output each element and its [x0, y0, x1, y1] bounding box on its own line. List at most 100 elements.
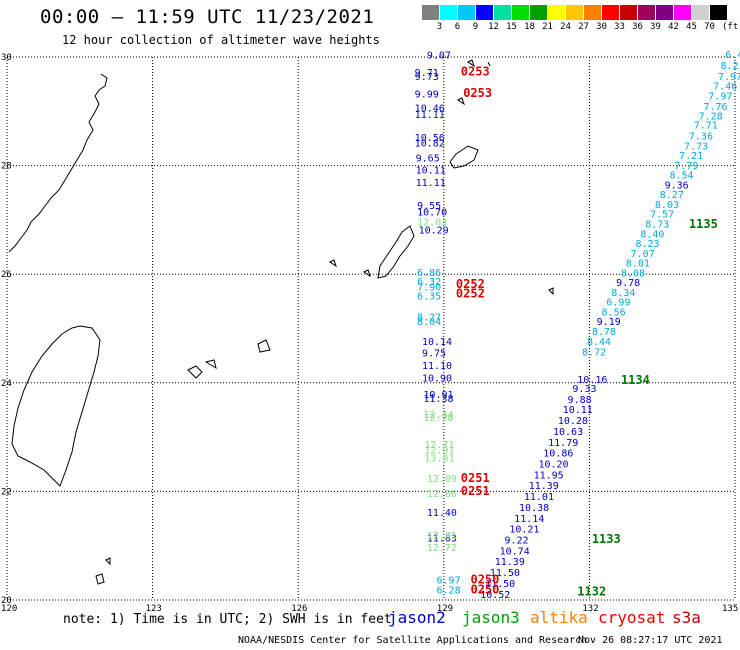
- scale-label: 15: [506, 22, 517, 32]
- pass-number-label: 0252: [456, 277, 485, 291]
- wave-height-reading: 10.11: [416, 166, 446, 177]
- wave-height-reading: 9.71: [415, 68, 439, 79]
- graticule: [7, 57, 735, 600]
- pass-number-label: 1133: [592, 532, 621, 546]
- scale-label: 21: [542, 22, 553, 32]
- pass-number-label: 0251: [461, 484, 490, 498]
- wave-height-reading: 8.2: [720, 61, 738, 72]
- wave-height-reading: 9.55: [417, 201, 441, 212]
- wave-height-reading: 8.56: [602, 307, 626, 318]
- ryukyu-north-islands: [8, 73, 108, 253]
- coastlines: [8, 59, 554, 585]
- latitude-label: 30: [1, 53, 12, 63]
- longitude-label: 132: [582, 604, 598, 614]
- wave-height-reading: 10.91: [423, 390, 453, 401]
- generated-timestamp: Nov 26 08:27:17 UTC 2021: [578, 635, 723, 646]
- scale-label: 27: [578, 22, 589, 32]
- wave-height-reading: 9.73: [415, 72, 439, 83]
- wave-height-reading: 8.08: [621, 268, 645, 279]
- wave-height-reading: 12.72: [427, 543, 457, 554]
- latitude-label: 26: [1, 270, 12, 280]
- wave-height-reading: 6.86: [417, 268, 441, 279]
- wave-height-reading: 7.79: [674, 161, 698, 172]
- wave-height-reading: 12.71: [424, 440, 454, 451]
- legend-altika: altika: [530, 608, 588, 627]
- map-title: 00:00 – 11:59 UTC 11/23/2021: [40, 6, 375, 28]
- wave-height-reading: 10.29: [419, 225, 449, 236]
- scale-label: 42: [668, 22, 679, 32]
- wave-height-reading: 10.63: [553, 427, 583, 438]
- scale-swatch: [674, 5, 691, 20]
- note-text: note: 1) Time is in UTC; 2) SWH is in fe…: [63, 612, 392, 627]
- wave-height-reading: 12.03: [417, 217, 447, 228]
- scale-swatch: [566, 5, 583, 20]
- scale-swatch: [530, 5, 547, 20]
- wave-height-reading: 10.82: [415, 139, 445, 150]
- wave-height-reading: 11.10: [422, 361, 452, 372]
- wave-height-reading: 8.04: [417, 317, 441, 328]
- wave-height-reading: 8.01: [626, 259, 650, 270]
- wave-height-reading: 7.76: [703, 102, 727, 113]
- wave-height-reading: 9.88: [568, 395, 592, 406]
- wave-height-reading: 11.63: [427, 533, 457, 544]
- wave-height-reading: 7.73: [684, 141, 708, 152]
- scale-label: 36: [632, 22, 643, 32]
- wave-height-reading: 10.46: [415, 103, 445, 114]
- wave-height-reading: 10.28: [558, 416, 588, 427]
- scale-label: 24: [560, 22, 571, 32]
- taiwan-coastline: [11, 325, 101, 487]
- scale-swatch: [548, 5, 565, 20]
- latitude-label: 28: [1, 162, 12, 172]
- wave-height-reading: 9.65: [416, 153, 440, 164]
- wave-height-reading: 12.91: [424, 445, 454, 456]
- scale-swatch: [422, 5, 439, 20]
- wave-height-reading: 9.07: [427, 51, 451, 62]
- wave-height-reading: 7.57: [650, 210, 674, 221]
- map-frame: [6, 56, 736, 601]
- legend-cryosat: cryosat: [598, 608, 666, 627]
- wave-height-reading: 8.40: [640, 229, 664, 240]
- scale-swatch: [692, 5, 709, 20]
- legend-jason3: jason3: [462, 608, 520, 627]
- pass-number-label: 1132: [577, 585, 606, 599]
- wave-height-reading: 7.28: [699, 111, 723, 122]
- wave-height-reading: 7.46: [713, 82, 737, 93]
- wave-height-reading: 10.70: [417, 208, 447, 219]
- wave-height-reading: 10.52: [480, 590, 510, 601]
- wave-height-reading: 8.78: [592, 327, 616, 338]
- wave-height-reading: 12.09: [427, 474, 457, 485]
- scale-label: 30: [596, 22, 607, 32]
- wave-height-reading: 11.50: [485, 579, 515, 590]
- longitude-label: 126: [291, 604, 307, 614]
- wave-height-reading: 10.11: [563, 405, 593, 416]
- scale-unit: (ft): [722, 22, 740, 32]
- wave-height-reading: 11.38: [423, 394, 453, 405]
- wave-height-reading: 6.99: [606, 298, 630, 309]
- longitude-label: 120: [1, 604, 17, 614]
- scale-label: 70: [704, 22, 715, 32]
- wave-height-reading: 12.28: [423, 413, 453, 424]
- small-islets: [95, 59, 554, 585]
- wave-height-reading: 9.22: [504, 536, 528, 547]
- scale-label: 39: [650, 22, 661, 32]
- scale-label: 12: [488, 22, 499, 32]
- wave-height-reading: 8.23: [636, 239, 660, 250]
- wave-height-reading: 8.34: [611, 288, 635, 299]
- scale-swatch: [476, 5, 493, 20]
- scale-swatch: [458, 5, 475, 20]
- wave-height-reading: 12.06: [427, 489, 457, 500]
- pass-number-label: 0251: [461, 471, 490, 485]
- amami-coastline: [449, 145, 479, 169]
- wave-height-reading: 10.20: [538, 460, 568, 471]
- latitude-label: 24: [1, 379, 12, 389]
- wave-height-reading: 9.99: [415, 90, 439, 101]
- scale-swatch: [584, 5, 601, 20]
- wave-height-reading: 10.90: [422, 374, 452, 385]
- latitude-label: 22: [1, 487, 12, 497]
- scale-swatch: [620, 5, 637, 20]
- scale-label: 3: [436, 22, 443, 32]
- wave-height-reading: 6.32: [417, 277, 441, 288]
- wave-height-reading: 11.40: [427, 508, 457, 519]
